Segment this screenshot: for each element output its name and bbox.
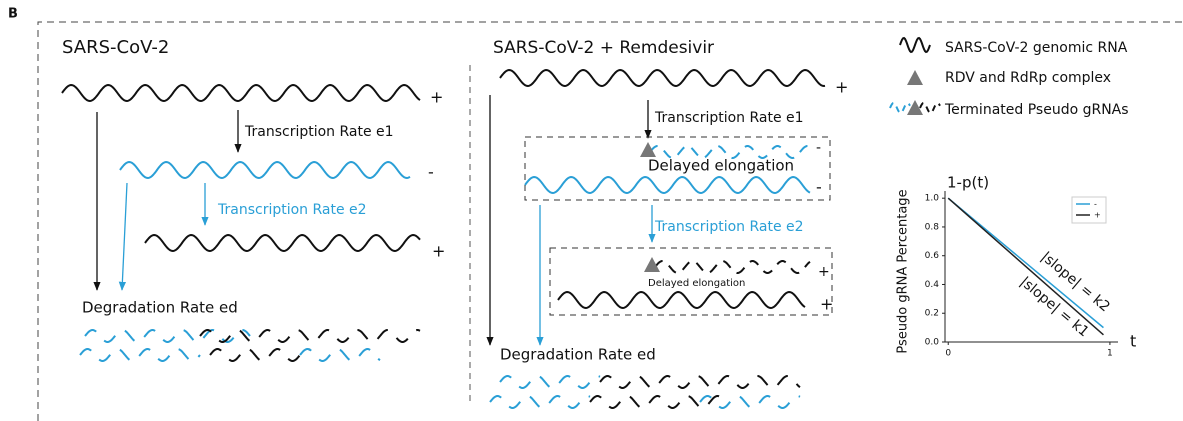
label: Transcription Rate e1 bbox=[654, 110, 804, 126]
label: + bbox=[430, 88, 443, 107]
fragment bbox=[300, 349, 380, 361]
rna-strand bbox=[62, 85, 420, 101]
fragment bbox=[600, 376, 800, 388]
label: + bbox=[835, 78, 848, 97]
rna-strand bbox=[120, 162, 410, 178]
label: + bbox=[432, 242, 445, 261]
rna-strand bbox=[525, 177, 810, 193]
y-tick-label: 1.0 bbox=[925, 194, 940, 204]
label: + bbox=[820, 295, 833, 314]
fragment bbox=[490, 396, 590, 408]
arrow bbox=[122, 183, 127, 290]
rna-strand bbox=[145, 235, 420, 251]
y-tick-label: 0.4 bbox=[925, 280, 940, 290]
rna-strand bbox=[558, 292, 805, 308]
fragment bbox=[920, 103, 940, 113]
fragment bbox=[890, 103, 910, 113]
label: Degradation Rate ed bbox=[82, 299, 238, 317]
label: Delayed elongation bbox=[648, 157, 794, 175]
fragment bbox=[500, 376, 600, 388]
label: SARS-CoV-2 bbox=[62, 37, 169, 58]
x-tick-label: 1 bbox=[1107, 349, 1113, 359]
label: Transcription Rate e2 bbox=[654, 219, 804, 235]
fragment bbox=[210, 349, 310, 361]
panel-label: B bbox=[8, 7, 18, 22]
y-tick-label: 0.0 bbox=[925, 338, 940, 348]
label: + bbox=[818, 264, 830, 280]
x-tick-label: 0 bbox=[945, 349, 951, 359]
y-axis-label: Pseudo gRNA Percentage bbox=[896, 189, 911, 353]
label: Terminated Pseudo gRNAs bbox=[944, 102, 1129, 118]
fragment bbox=[655, 261, 810, 273]
y-tick-label: 0.6 bbox=[925, 251, 940, 261]
rdv-complex bbox=[640, 142, 656, 157]
legend-label: - bbox=[1094, 200, 1097, 209]
label: RDV and RdRp complex bbox=[945, 70, 1111, 86]
rna-strand bbox=[900, 38, 930, 52]
figure: B SARS-CoV-2+Transcription Rate e1-Trans… bbox=[0, 0, 1183, 421]
y-tick-label: 0.8 bbox=[925, 222, 940, 232]
label: - bbox=[428, 163, 434, 182]
label: - bbox=[816, 140, 821, 156]
legend-box bbox=[1072, 197, 1106, 223]
label: Degradation Rate ed bbox=[500, 346, 656, 364]
rna-strand bbox=[500, 70, 825, 86]
page: {"panel_label":"B", "left":{"title":"SAR… bbox=[0, 0, 1183, 421]
rdv-complex bbox=[907, 70, 923, 85]
label: SARS-CoV-2 + Remdesivir bbox=[493, 38, 714, 58]
label: Delayed elongation bbox=[648, 278, 745, 289]
label: - bbox=[816, 178, 822, 197]
legend-label: + bbox=[1094, 211, 1101, 220]
fragment bbox=[80, 349, 200, 361]
label: SARS-CoV-2 genomic RNA bbox=[945, 40, 1128, 56]
x-axis-label: t bbox=[1130, 332, 1136, 351]
label: Transcription Rate e2 bbox=[217, 202, 367, 218]
chart-title: 1-p(t) bbox=[947, 174, 989, 192]
label: Transcription Rate e1 bbox=[244, 124, 394, 140]
fragment bbox=[200, 330, 420, 342]
y-tick-label: 0.2 bbox=[925, 309, 939, 319]
